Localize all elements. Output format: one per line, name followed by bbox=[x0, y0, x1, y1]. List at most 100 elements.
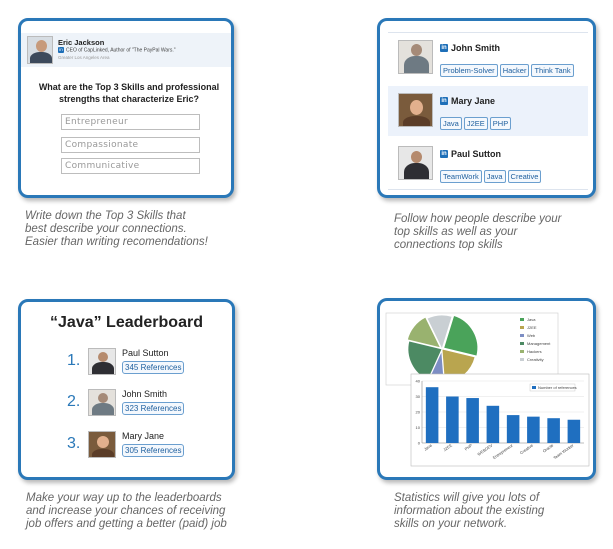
leaderboard-name[interactable]: Mary Jane bbox=[122, 431, 165, 441]
skill-tag[interactable]: J2EE bbox=[463, 117, 488, 130]
caption-line: and increase your chances of receiving bbox=[26, 505, 226, 517]
leaderboard-entry: 3. Mary Jane 305 References bbox=[21, 429, 232, 461]
caption-line: connections top skills bbox=[394, 239, 503, 251]
legend-label: Java bbox=[527, 317, 536, 322]
skill-input-2[interactable]: Compassionate bbox=[61, 137, 200, 153]
legend-label: Web bbox=[527, 333, 536, 338]
caption-line: Make your way up to the leaderboards bbox=[26, 492, 222, 504]
legend-swatch bbox=[520, 350, 524, 353]
profile-name[interactable]: Eric Jackson bbox=[58, 38, 105, 47]
bar bbox=[425, 387, 439, 443]
x-tick-label: J2EE bbox=[442, 443, 453, 453]
skill-tag[interactable]: Think Tank bbox=[531, 64, 574, 77]
skill-tag[interactable]: Java bbox=[440, 117, 462, 130]
skill-tags: TeamWork Java Creative bbox=[440, 166, 543, 184]
divider bbox=[388, 32, 588, 33]
bar bbox=[466, 398, 479, 443]
bar bbox=[547, 418, 560, 443]
legend-swatch bbox=[532, 386, 536, 389]
avatar bbox=[88, 431, 116, 458]
legend-label: Creativity bbox=[527, 357, 544, 362]
y-tick-label: 10 bbox=[416, 425, 421, 430]
linkedin-icon: in bbox=[440, 44, 448, 52]
question-line: strengths that characterize Eric? bbox=[58, 94, 200, 104]
caption-line: Write down the Top 3 Skills that bbox=[25, 210, 186, 222]
leaderboard-rank: 2. bbox=[67, 393, 81, 410]
references-badge[interactable]: 345 References bbox=[122, 361, 185, 374]
caption-rate-skills: Write down the Top 3 Skills that best de… bbox=[25, 210, 208, 249]
x-tick-label: Oracle bbox=[542, 442, 555, 453]
bar bbox=[486, 405, 500, 443]
bar bbox=[567, 419, 581, 443]
skill-tag[interactable]: Hacker bbox=[499, 64, 530, 77]
profile-location: Greater Los Angeles Area bbox=[58, 55, 110, 60]
linkedin-icon: in bbox=[58, 47, 64, 53]
connection-name[interactable]: Paul Sutton bbox=[451, 149, 501, 159]
skill-tag[interactable]: TeamWork bbox=[440, 170, 482, 183]
caption-line: information about the existing bbox=[394, 505, 545, 517]
question-line: What are the Top 3 Skills and profession… bbox=[38, 82, 220, 92]
skill-tag[interactable]: Creative bbox=[507, 170, 542, 183]
leaderboard-name[interactable]: John Smith bbox=[122, 389, 168, 399]
divider bbox=[388, 189, 588, 190]
skills-question: What are the Top 3 Skills and profession… bbox=[31, 81, 227, 105]
skill-tag[interactable]: PHP bbox=[489, 117, 512, 130]
caption-line: top skills as well as your bbox=[394, 226, 518, 238]
legend-label: Management bbox=[527, 341, 551, 346]
profile-title-text: CEO of CapLinked, Author of "The PayPal … bbox=[66, 47, 176, 54]
references-badge[interactable]: 323 References bbox=[122, 402, 185, 415]
skill-tags: Java J2EE PHP bbox=[440, 113, 513, 131]
rate-skills-card: Eric Jackson in CEO of CapLinked, Author … bbox=[18, 18, 234, 198]
avatar bbox=[88, 389, 116, 416]
leaderboard-rank: 3. bbox=[67, 435, 81, 452]
legend-swatch bbox=[520, 358, 524, 361]
caption-statistics: Statistics will give you lots of informa… bbox=[394, 492, 544, 531]
connection-row: in Mary Jane Java J2EE PHP bbox=[388, 86, 588, 136]
connection-name[interactable]: Mary Jane bbox=[451, 96, 496, 106]
avatar bbox=[398, 146, 433, 180]
skill-input-1[interactable]: Entrepreneur bbox=[61, 114, 200, 130]
pie-slice bbox=[406, 316, 442, 349]
leaderboard-card: “Java” Leaderboard 1. Paul Sutton 345 Re… bbox=[18, 299, 235, 480]
y-tick-label: 30 bbox=[416, 394, 421, 399]
statistics-charts: Java J2EE Web Management Hackers Creativity 0… bbox=[385, 312, 590, 467]
avatar bbox=[27, 36, 53, 64]
bar-legend bbox=[529, 383, 576, 392]
legend-swatch bbox=[520, 334, 524, 337]
bar bbox=[446, 396, 459, 443]
leaderboard-entry: 1. Paul Sutton 345 References bbox=[21, 346, 232, 378]
linkedin-icon: in bbox=[440, 150, 448, 158]
skill-tag[interactable]: Problem-Solver bbox=[440, 64, 498, 77]
leaderboard-title: “Java” Leaderboard bbox=[50, 314, 203, 331]
caption-follow-skills: Follow how people describe your top skil… bbox=[394, 213, 561, 252]
pie-slice bbox=[426, 314, 453, 351]
legend-label: Number of references bbox=[538, 385, 577, 390]
connection-row: in Paul Sutton TeamWork Java Creative bbox=[388, 139, 588, 189]
caption-leaderboard: Make your way up to the leaderboards and… bbox=[26, 492, 227, 531]
pie-legend: Java J2EE Web Management Hackers Creativity bbox=[520, 317, 551, 362]
caption-line: job offers and getting a better (paid) j… bbox=[26, 518, 227, 530]
connection-name[interactable]: John Smith bbox=[451, 43, 500, 53]
caption-line: Easier than writing recomendations! bbox=[25, 236, 208, 248]
profile-title: in CEO of CapLinked, Author of "The PayPa… bbox=[58, 47, 176, 53]
skill-tag[interactable]: Java bbox=[483, 170, 506, 183]
connections-skills-card: in John Smith Problem-Solver Hacker Think … bbox=[377, 18, 596, 198]
avatar bbox=[88, 348, 116, 375]
caption-line: skills on your network. bbox=[394, 518, 508, 530]
y-tick-label: 0 bbox=[418, 440, 421, 445]
skill-input-3[interactable]: Communicative bbox=[61, 158, 200, 174]
profile-header: Eric Jackson in CEO of CapLinked, Author … bbox=[21, 33, 231, 67]
x-tick-label: PHP bbox=[464, 443, 474, 452]
connection-row: in John Smith Problem-Solver Hacker Think … bbox=[388, 33, 588, 83]
bar bbox=[527, 416, 540, 443]
leaderboard-rank: 1. bbox=[67, 352, 81, 369]
legend-label: Hackers bbox=[527, 349, 542, 354]
references-badge[interactable]: 305 References bbox=[122, 444, 185, 457]
caption-line: Follow how people describe your bbox=[394, 213, 562, 225]
y-tick-label: 40 bbox=[416, 378, 421, 383]
legend-swatch bbox=[520, 326, 524, 329]
leaderboard-name[interactable]: Paul Sutton bbox=[122, 348, 169, 358]
bar bbox=[506, 415, 520, 443]
legend-swatch bbox=[520, 318, 524, 321]
caption-line: Statistics will give you lots of bbox=[394, 492, 540, 504]
